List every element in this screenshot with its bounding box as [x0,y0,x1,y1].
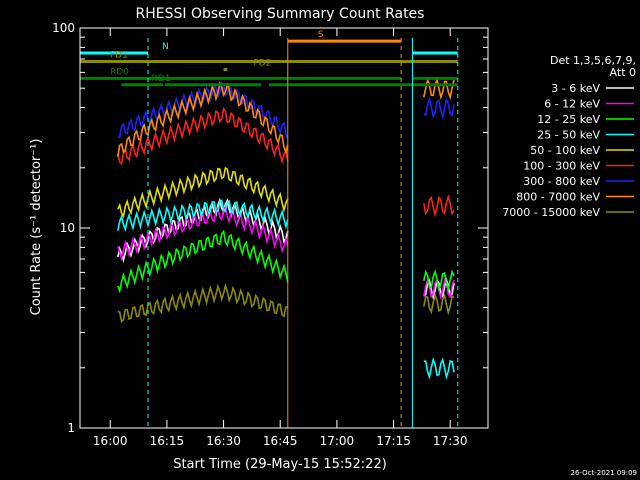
chart-title: RHESSI Observing Summary Count Rates [136,6,425,22]
legend-label: 300 - 800 keV [523,175,600,188]
flag-label: FD2 [254,59,272,69]
y-tick-label: 100 [52,21,75,35]
legend-label: 12 - 25 keV [537,113,600,126]
flag-label: RD0 [110,67,129,77]
legend-label: 100 - 300 keV [523,160,600,173]
legend-label: 25 - 50 keV [537,129,600,142]
x-tick-label: 16:45 [263,434,298,448]
series-line-late [423,269,455,292]
flag-label: FD1 [110,50,128,60]
plot-timestamp: 26-Oct-2021 09:09 [571,469,637,477]
series-line-late [423,96,455,120]
x-tick-label: 17:00 [320,434,355,448]
series-line [117,199,289,233]
series-line [117,106,289,166]
y-tick-label: 10 [60,221,75,235]
y-tick-label: 1 [67,421,75,435]
series-line [117,229,289,294]
x-tick-label: 16:15 [150,434,185,448]
x-tick-label: 16:30 [206,434,241,448]
legend-title: Att 0 [610,66,636,79]
flag-group: N S FD1 FD2 RD0 RD1 [79,30,459,428]
series-line [117,283,289,323]
series-line [117,166,289,219]
x-tick-label: 17:30 [433,434,468,448]
legend-label: 800 - 7000 keV [516,191,600,204]
flag-label: RD1 [152,74,171,84]
x-tick-label: 17:15 [376,434,411,448]
legend: Det 1,3,5,6,7,9,Att 0 3 - 6 keV 6 - 12 keV… [502,54,636,219]
legend-label: 7000 - 15000 keV [502,206,600,219]
y-axis-label: Count Rate (s⁻¹ detector⁻¹) [29,139,44,316]
x-axis-label: Start Time (29-May-15 15:52:22) [173,457,387,472]
series-group [117,77,455,380]
series-line-late [423,292,455,316]
series-line [117,80,289,140]
series-line-late [423,357,455,380]
flag-label: N [162,42,169,52]
series-line-late [423,77,455,100]
flag-label: S [318,30,324,40]
legend-label: 6 - 12 keV [544,98,600,111]
x-tick-label: 16:00 [93,434,128,448]
series-line [117,81,289,157]
legend-label: 50 - 100 keV [530,144,600,157]
legend-title: Det 1,3,5,6,7,9, [550,54,636,67]
series-line-late [423,194,455,218]
axes-group: 16:00 16:15 16:30 16:45 17:00 17:15 17:30 1 10 10… [52,21,489,448]
legend-label: 3 - 6 keV [551,82,600,95]
